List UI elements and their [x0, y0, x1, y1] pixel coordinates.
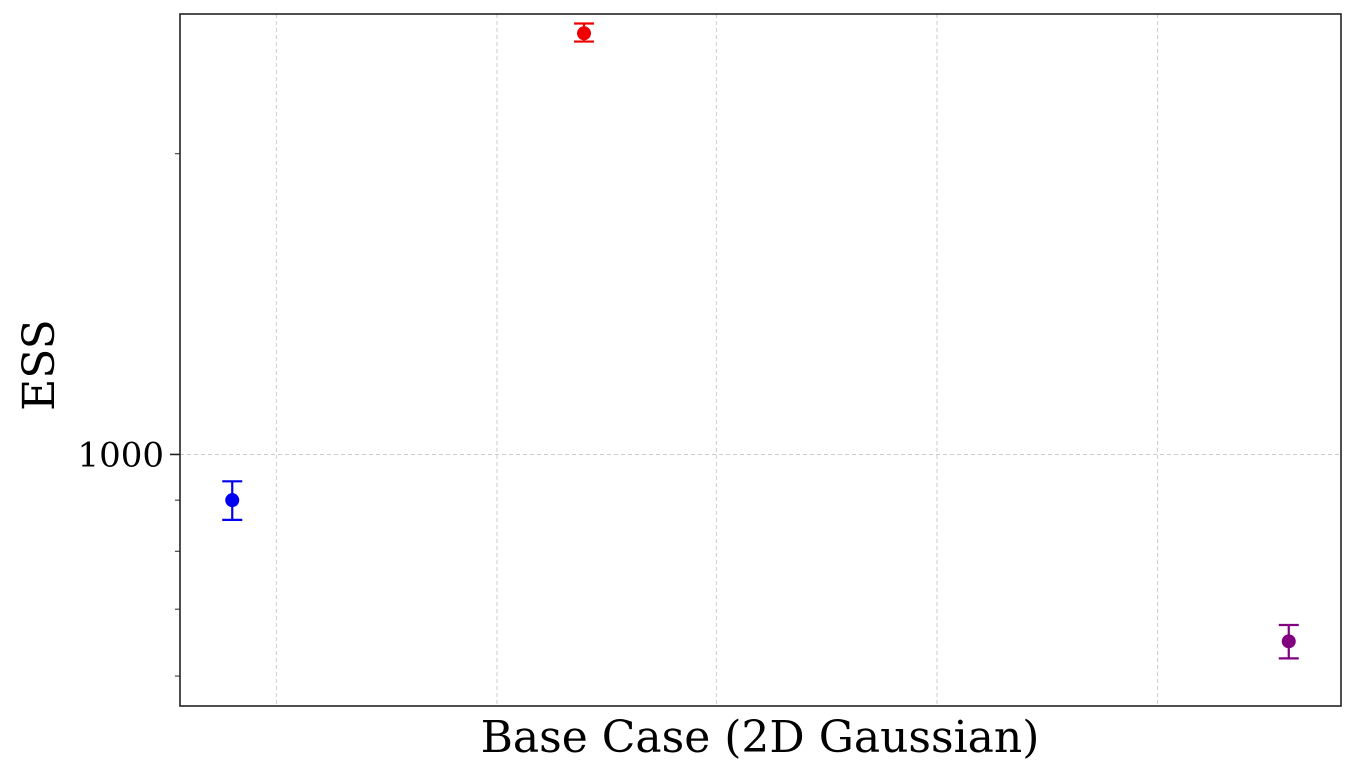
y-tick-label: 1000 — [77, 435, 164, 475]
point-marker — [1281, 634, 1296, 649]
x-axis-label: Base Case (2D Gaussian) — [481, 712, 1040, 763]
y-axis-ticks: 1000 — [77, 153, 180, 677]
data-point — [574, 22, 595, 43]
plot-frame — [179, 13, 1342, 707]
y-axis-label: ESS — [14, 319, 65, 411]
data-point — [1278, 623, 1299, 660]
data-point — [222, 480, 243, 521]
point-marker — [577, 26, 592, 41]
grid-lines — [180, 14, 1341, 706]
data-points — [222, 22, 1299, 660]
point-marker — [225, 493, 240, 508]
